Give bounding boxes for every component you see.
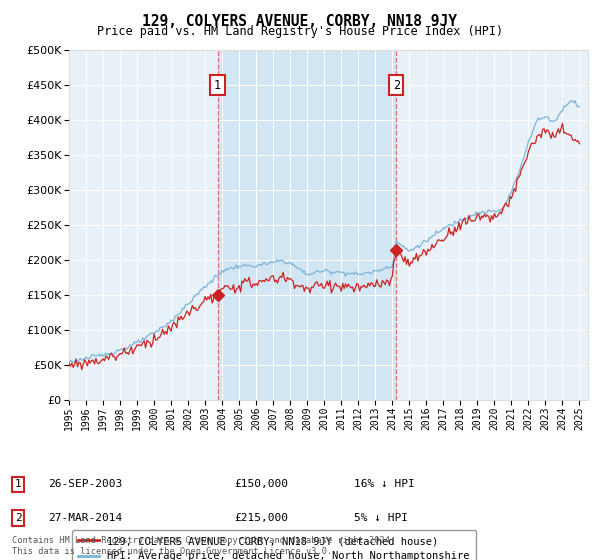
Bar: [218, 50, 396, 400]
Text: 1: 1: [14, 479, 22, 489]
Text: Contains HM Land Registry data © Crown copyright and database right 2024.
This d: Contains HM Land Registry data © Crown c…: [12, 536, 395, 556]
Text: 2: 2: [14, 513, 22, 523]
Text: £215,000: £215,000: [234, 513, 288, 523]
Text: 5% ↓ HPI: 5% ↓ HPI: [354, 513, 408, 523]
Text: 27-MAR-2014: 27-MAR-2014: [48, 513, 122, 523]
Text: 2: 2: [392, 79, 400, 92]
Text: 129, COLYERS AVENUE, CORBY, NN18 9JY: 129, COLYERS AVENUE, CORBY, NN18 9JY: [143, 14, 458, 29]
Text: £150,000: £150,000: [234, 479, 288, 489]
Legend: 129, COLYERS AVENUE, CORBY, NN18 9JY (detached house), HPI: Average price, detac: 129, COLYERS AVENUE, CORBY, NN18 9JY (de…: [71, 530, 476, 560]
Text: Price paid vs. HM Land Registry's House Price Index (HPI): Price paid vs. HM Land Registry's House …: [97, 25, 503, 38]
Text: 26-SEP-2003: 26-SEP-2003: [48, 479, 122, 489]
Text: 1: 1: [214, 79, 221, 92]
Text: 16% ↓ HPI: 16% ↓ HPI: [354, 479, 415, 489]
